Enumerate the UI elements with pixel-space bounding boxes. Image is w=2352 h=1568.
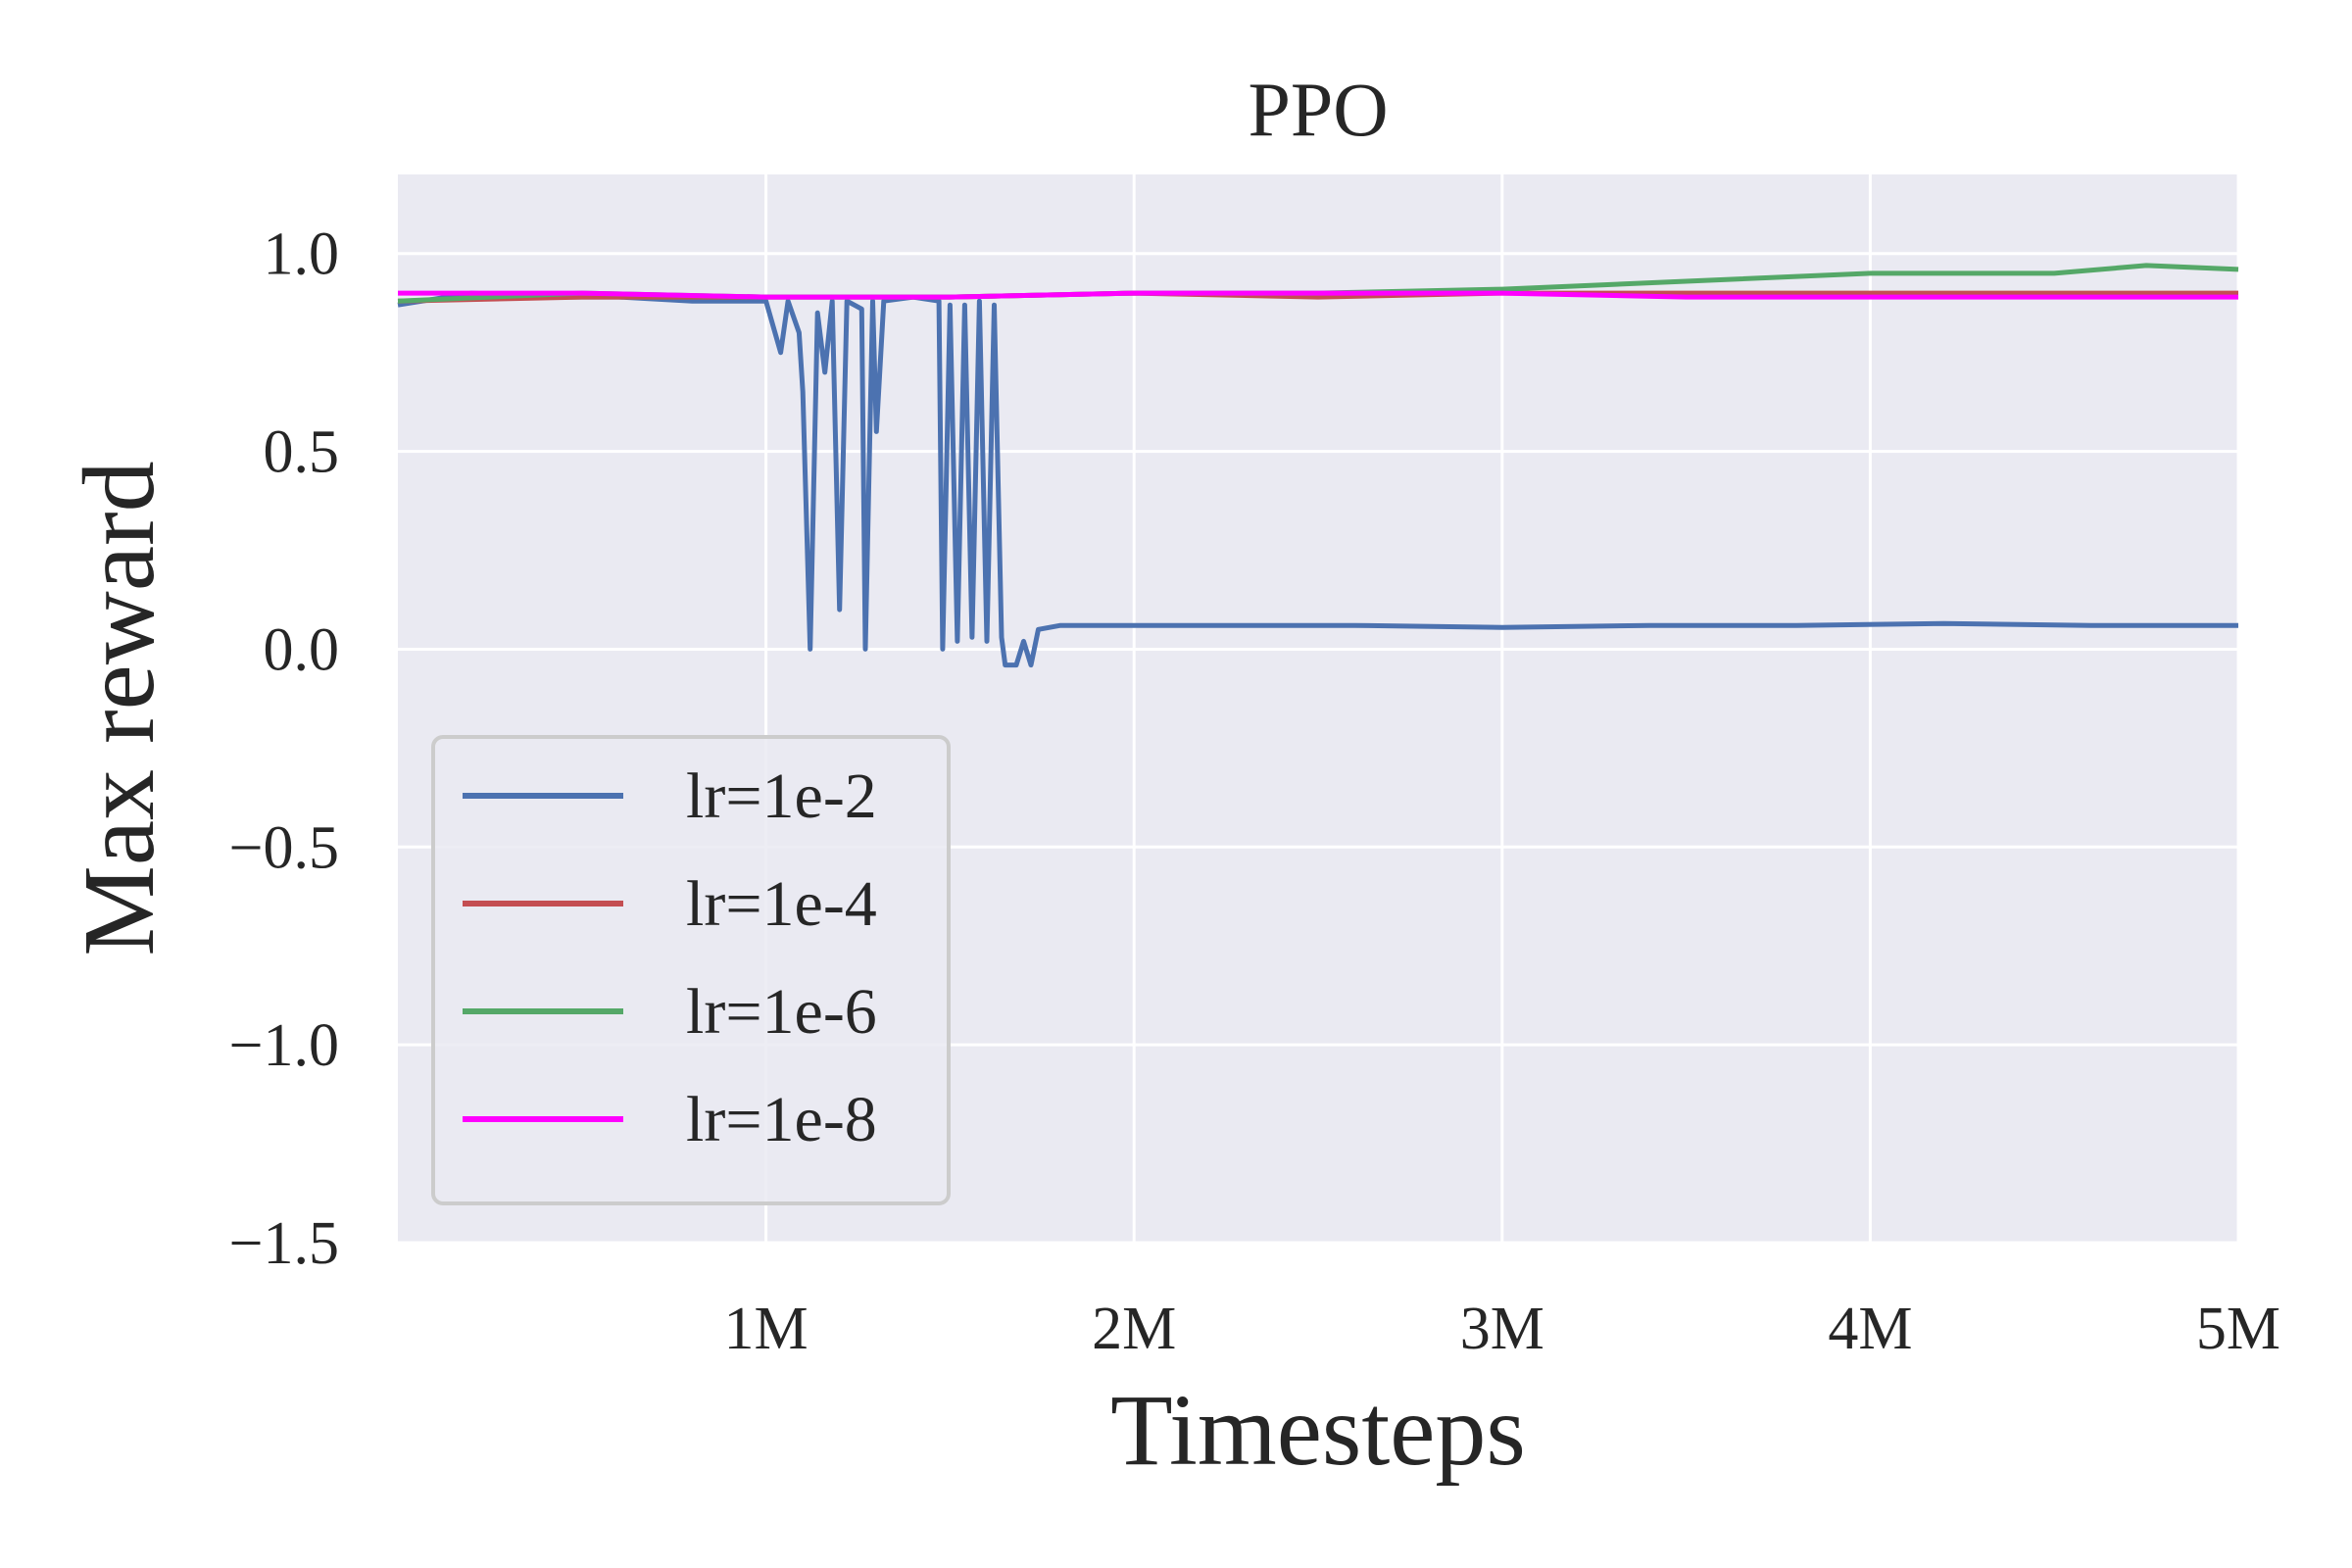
y-tick-label: −1.0 [229,1012,339,1079]
x-tick-label: 5M [2196,1296,2280,1362]
x-tick-label: 4M [1828,1296,1912,1362]
chart-title: PPO [1248,67,1388,152]
y-axis-label: Max reward [63,461,175,956]
series-line [397,290,2238,668]
x-tick-label: 3M [1460,1296,1544,1362]
series-line [398,290,2238,300]
y-tick-label: −1.5 [229,1210,339,1277]
x-tick-labels: 1M 2M 3M 4M 5M [724,1296,2281,1362]
y-tick-label: 0.5 [264,419,340,486]
x-axis-label: Timesteps [1110,1374,1526,1487]
legend: lr=1e-2 lr=1e-4 lr=1e-6 lr=1e-8 [431,735,951,1205]
series-layer [397,263,2239,668]
y-tick-label: −0.5 [229,814,339,881]
x-tick-label: 2M [1092,1296,1176,1362]
x-tick-label: 1M [724,1296,808,1362]
legend-label: lr=1e-2 [686,760,877,832]
y-tick-label: 0.0 [264,616,340,683]
legend-label: lr=1e-6 [686,976,877,1048]
y-tick-label: 1.0 [264,221,340,288]
legend-label: lr=1e-8 [686,1084,877,1155]
legend-box [431,735,951,1205]
y-tick-labels: 1.0 0.5 0.0 −0.5 −1.0 −1.5 [229,221,339,1277]
legend-label: lr=1e-4 [686,868,877,940]
